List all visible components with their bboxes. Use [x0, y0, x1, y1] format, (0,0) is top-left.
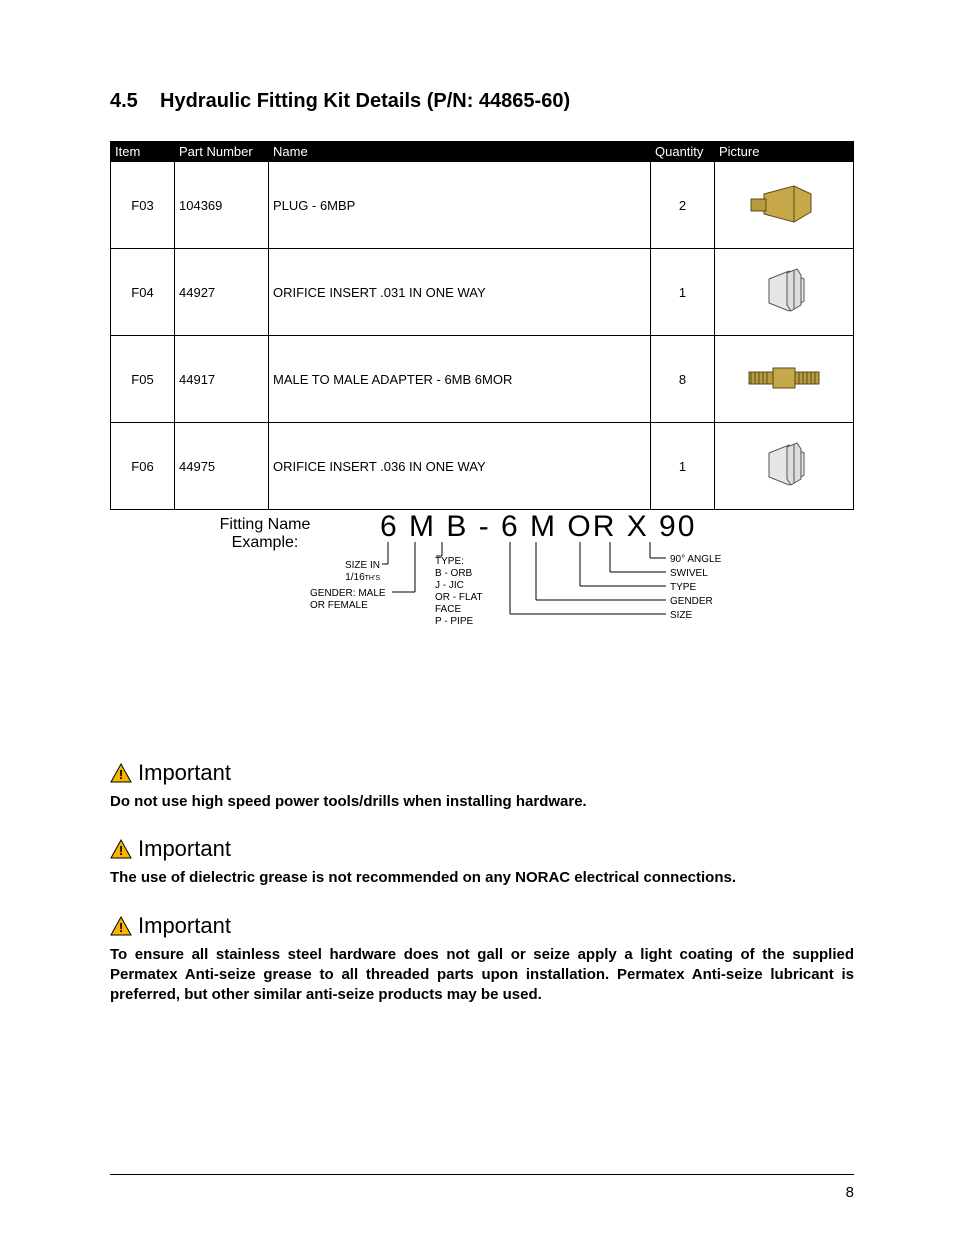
orifice-icon — [739, 435, 829, 495]
warning-icon: ! — [110, 916, 132, 936]
svg-text:!: ! — [119, 767, 123, 782]
important-body: To ensure all stainless steel hardware d… — [110, 945, 854, 1006]
table-row: F03 104369 PLUG - 6MBP 2 — [111, 162, 854, 249]
col-qty: Quantity — [651, 142, 715, 162]
heading-number: 4.5 — [110, 90, 160, 113]
cell-pn: 44927 — [175, 249, 269, 336]
cell-picture — [715, 423, 854, 510]
cell-name: ORIFICE INSERT .031 IN ONE WAY — [269, 249, 651, 336]
table-header-row: Item Part Number Name Quantity Picture — [111, 142, 854, 162]
fitting-name-example: Fitting Name Example: 6 M B - 6 M OR X 9… — [210, 516, 810, 676]
important-label: Important — [138, 836, 231, 862]
table-row: F05 44917 MALE TO MALE ADAPTER - 6MB 6MO… — [111, 336, 854, 423]
cell-pn: 104369 — [175, 162, 269, 249]
example-lines — [210, 516, 810, 676]
important-heading: ! Important — [110, 760, 854, 786]
section-heading: 4.5Hydraulic Fitting Kit Details (P/N: 4… — [110, 90, 854, 113]
adapter-icon — [739, 348, 829, 408]
important-section: ! Important Do not use high speed power … — [110, 760, 854, 1005]
cell-picture — [715, 162, 854, 249]
cell-picture — [715, 336, 854, 423]
col-partnumber: Part Number — [175, 142, 269, 162]
table-row: F06 44975 ORIFICE INSERT .036 IN ONE WAY… — [111, 423, 854, 510]
cell-pn: 44917 — [175, 336, 269, 423]
parts-table: Item Part Number Name Quantity Picture F… — [110, 141, 854, 510]
table-row: F04 44927 ORIFICE INSERT .031 IN ONE WAY… — [111, 249, 854, 336]
important-body: The use of dielectric grease is not reco… — [110, 868, 854, 888]
col-picture: Picture — [715, 142, 854, 162]
important-heading: ! Important — [110, 836, 854, 862]
cell-item: F06 — [111, 423, 175, 510]
warning-icon: ! — [110, 763, 132, 783]
col-name: Name — [269, 142, 651, 162]
important-heading: ! Important — [110, 913, 854, 939]
plug-icon — [739, 174, 829, 234]
cell-name: ORIFICE INSERT .036 IN ONE WAY — [269, 423, 651, 510]
cell-qty: 1 — [651, 249, 715, 336]
svg-text:!: ! — [119, 843, 123, 858]
cell-item: F03 — [111, 162, 175, 249]
cell-pn: 44975 — [175, 423, 269, 510]
document-page: 4.5Hydraulic Fitting Kit Details (P/N: 4… — [0, 0, 954, 1235]
important-label: Important — [138, 760, 231, 786]
warning-icon: ! — [110, 839, 132, 859]
cell-item: F05 — [111, 336, 175, 423]
cell-qty: 2 — [651, 162, 715, 249]
page-number: 8 — [846, 1184, 854, 1201]
important-label: Important — [138, 913, 231, 939]
heading-title: Hydraulic Fitting Kit Details (P/N: 4486… — [160, 90, 570, 112]
orifice-icon — [739, 261, 829, 321]
col-item: Item — [111, 142, 175, 162]
cell-picture — [715, 249, 854, 336]
important-body: Do not use high speed power tools/drills… — [110, 792, 854, 812]
cell-qty: 1 — [651, 423, 715, 510]
footer-rule — [110, 1174, 854, 1175]
cell-name: MALE TO MALE ADAPTER - 6MB 6MOR — [269, 336, 651, 423]
cell-item: F04 — [111, 249, 175, 336]
svg-text:!: ! — [119, 920, 123, 935]
cell-qty: 8 — [651, 336, 715, 423]
cell-name: PLUG - 6MBP — [269, 162, 651, 249]
